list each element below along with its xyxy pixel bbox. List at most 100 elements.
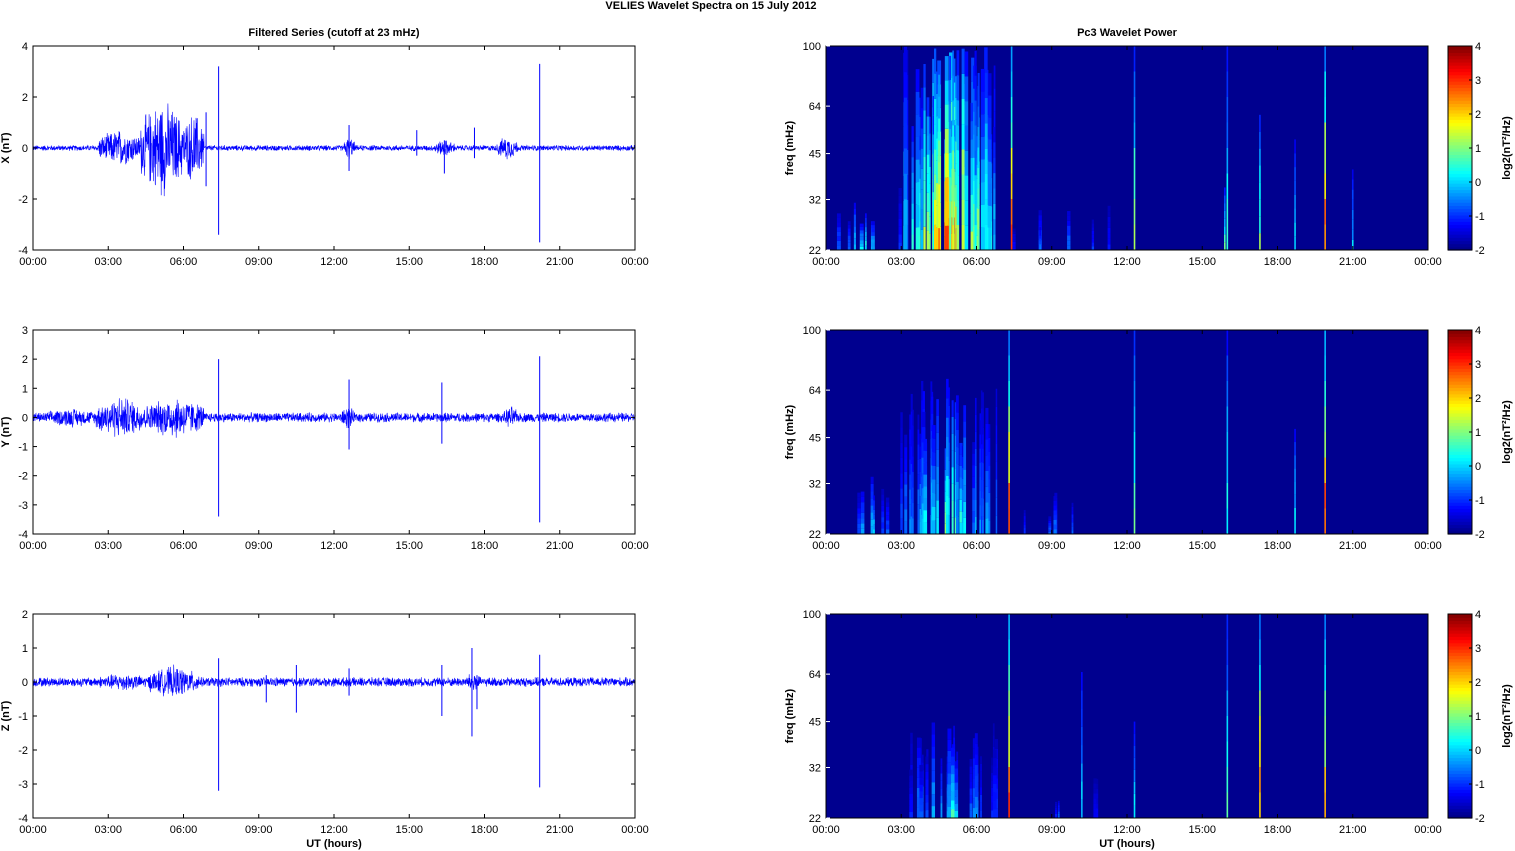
power-cell [947,424,950,443]
colorbar-cell [1448,786,1472,790]
power-cell [1093,808,1097,814]
power-cell [974,516,977,534]
power-cell [1133,733,1136,746]
colorbar-cell [1448,795,1472,800]
power-cell [987,492,991,507]
power-cell [836,227,841,232]
colorbar: -2 -1 0 1 2 3 4 log2(nT²/Hz) [1447,41,1513,257]
power-cell [920,168,924,190]
power-cell [923,157,926,181]
colorbar-cell [1448,55,1472,60]
power-cell [903,199,908,225]
power-cell [921,400,924,420]
colorbar-cell [1448,674,1472,679]
power-cell [885,520,890,525]
colorbar-cell [1448,770,1472,774]
power-cell [992,735,995,748]
power-cell [963,469,967,486]
power-cell [1023,510,1026,514]
colorbar-cell [1448,387,1472,392]
power-cell [909,799,913,806]
power-cell [993,749,997,759]
power-cell [931,794,936,807]
power-cell [970,213,974,232]
power-cell [1057,813,1060,816]
power-cell [959,522,963,534]
power-cell [900,427,903,443]
power-cell [1259,690,1261,716]
power-cell [881,522,885,529]
power-cell [944,128,949,154]
colorbar-cell [1448,505,1472,510]
power-cell [944,80,949,105]
colorbar-tick-label: -2 [1475,529,1485,541]
power-cell [947,387,950,406]
power-cell [985,439,989,456]
power-cell [1010,122,1013,148]
power-cell [964,150,969,176]
power-cell [926,154,930,174]
power-cell [1351,229,1354,240]
colorbar-cell [1448,71,1472,76]
power-cell [1023,525,1026,529]
power-cell [1093,803,1097,809]
power-cell [921,411,926,428]
power-cell [1133,721,1136,734]
power-cell [1055,803,1058,806]
power-cell [961,489,964,501]
power-cell [1133,457,1136,483]
colorbar-cell [1448,68,1472,73]
power-cell [925,787,929,795]
power-cell [988,205,992,228]
power-cell [1008,614,1010,640]
power-cell [993,142,996,158]
power-cell [985,518,989,534]
y-tick-label: -2 [18,194,28,206]
power-cell [904,496,908,510]
power-cell [950,756,955,766]
power-cell [1133,173,1136,199]
power-cell [915,91,920,115]
power-cell [853,238,856,245]
power-cell [995,497,998,516]
power-cell [1053,510,1057,516]
power-cell [1259,614,1261,640]
power-cell [871,235,875,240]
power-cell [931,465,936,480]
power-cell [1324,614,1326,640]
power-cell [935,138,938,161]
power-cell [940,758,943,766]
power-cell [930,381,933,401]
colorbar-cell [1448,719,1472,723]
power-cell [859,243,864,247]
power-cell [919,784,923,792]
colorbar-cell [1448,81,1472,85]
power-cell [1224,242,1226,250]
power-cell [1010,224,1013,250]
power-cell [1081,799,1083,818]
power-cell [970,176,974,195]
power-cell [898,211,902,220]
power-cell [1008,355,1010,381]
colorbar-cell [1448,199,1472,203]
colorbar-cell [1448,49,1472,53]
power-cell [1067,230,1071,236]
power-cell [925,756,929,765]
power-cell [917,519,920,534]
power-cell [1133,224,1136,250]
power-cell [1294,222,1296,237]
power-cell [972,465,977,477]
power-cell [1294,442,1296,456]
colorbar-tick-label: -2 [1475,245,1485,257]
colorbar-cell [1448,128,1472,133]
power-cell [987,424,991,438]
x-tick-label: 00:00 [812,540,840,552]
power-cell [974,733,978,744]
power-cell [932,58,936,83]
colorbar-cell [1448,218,1472,222]
power-cell [1093,778,1097,784]
power-cell [923,226,926,250]
power-cell [859,233,864,237]
power-cell [974,150,977,176]
power-cell [936,399,939,416]
